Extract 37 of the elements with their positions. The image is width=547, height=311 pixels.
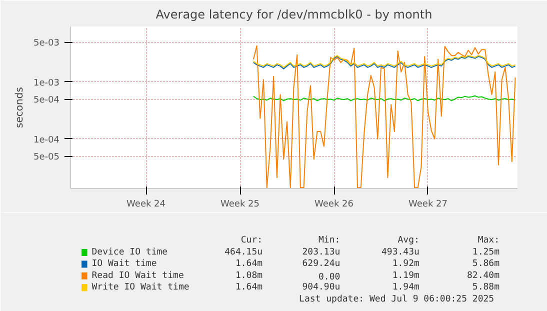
text: 5.86m [472, 259, 500, 270]
text: 904.90u [302, 282, 340, 293]
text: 1.25m [472, 248, 500, 258]
legend-label: Write IO Wait time [92, 282, 190, 293]
text: 1.92m [392, 259, 420, 270]
text: 464.15u [224, 248, 263, 258]
x-tick-label: Week 24 [126, 200, 166, 210]
text: 5.88m [472, 282, 500, 293]
text: Cur: [240, 236, 263, 246]
text: 82.40m [467, 270, 500, 281]
text: Last update: Wed Jul 9 06:00:25 2025 [299, 294, 494, 304]
text: 1.64m [235, 282, 263, 293]
x-tick-label: Week 25 [220, 200, 260, 210]
y-tick-label: 5e-05 [34, 152, 60, 163]
y-tick-label: 1e-04 [34, 135, 60, 146]
text: Avg: [398, 236, 420, 246]
legend-label: Device IO time [92, 248, 168, 258]
line-series [252, 45, 516, 188]
legend-label: Read IO Wait time [92, 270, 184, 281]
y-axis-title: seconds [14, 87, 26, 128]
text: 493.43u [382, 248, 420, 258]
y-tick-label: 1e-03 [34, 78, 60, 88]
y-tick-label: 5e-03 [34, 38, 60, 49]
text: 1.64m [235, 259, 263, 270]
text: 0.00 [318, 272, 340, 282]
chart-title: Average latency for /dev/mmcblk0 - by month [156, 8, 432, 22]
y-tick-label: 5e-04 [34, 96, 60, 106]
text: 1.08m [235, 270, 263, 281]
text: Max: [478, 236, 500, 246]
text: 1.19m [392, 270, 420, 281]
legend-label: IO Wait time [92, 259, 157, 270]
x-tick-label: Week 27 [408, 200, 448, 210]
text: 629.24u [302, 259, 340, 270]
x-tick-label: Week 26 [314, 200, 354, 210]
text: Min: [318, 236, 340, 246]
text: 1.94m [392, 282, 420, 293]
text: 203.13u [302, 248, 340, 258]
